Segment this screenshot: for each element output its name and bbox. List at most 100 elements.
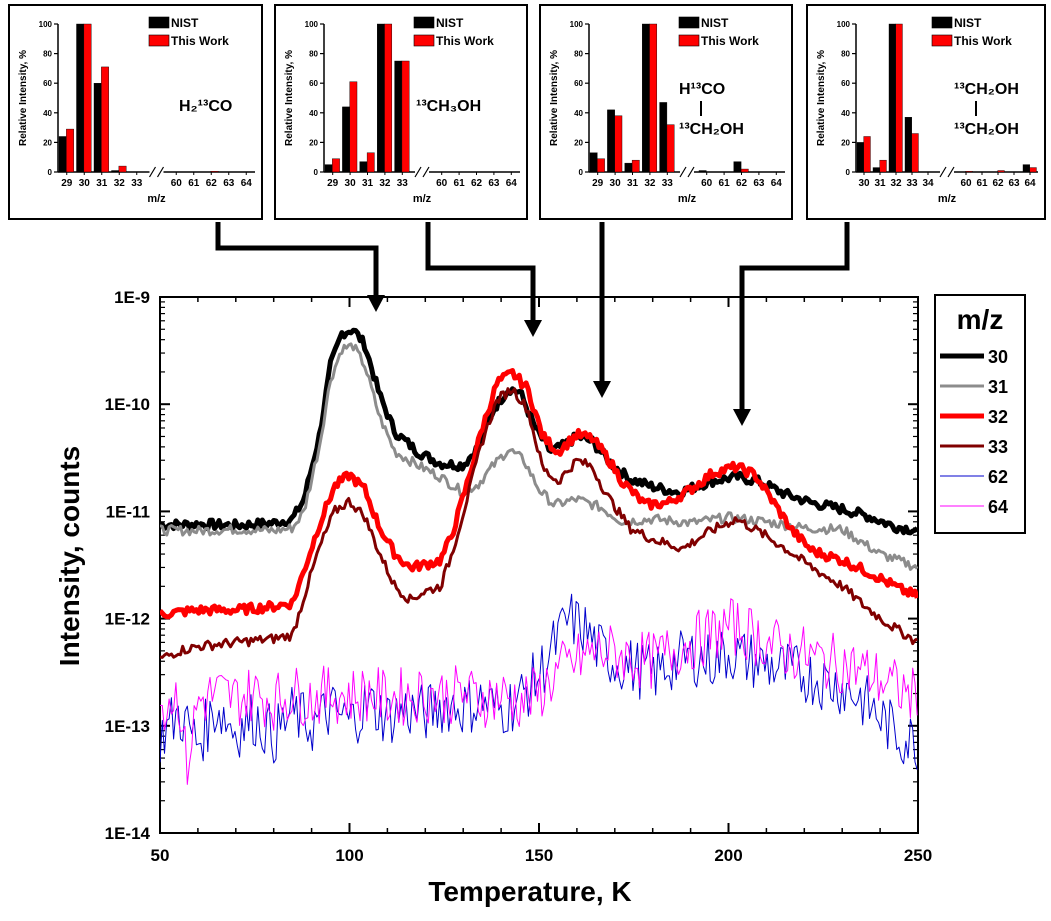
- inset-x-tick-label: 60: [960, 178, 972, 189]
- inset-bar-this-work: [210, 171, 219, 173]
- series-line-mz-62: [160, 593, 918, 770]
- inset-y-tick-label: 0: [579, 168, 584, 177]
- main-legend: m/z 30 31 32 33 62 64: [934, 294, 1026, 534]
- connector-arrow-1: [215, 222, 379, 297]
- inset-bar-nist: [589, 152, 598, 173]
- axis-break-mark: [156, 166, 165, 178]
- legend-label-mz-30: 30: [988, 347, 1008, 367]
- series-line-mz-32: [160, 368, 918, 620]
- inset-y-tick-label: 80: [574, 50, 583, 59]
- inset-x-axis-label: m/z: [938, 193, 957, 205]
- connector-arrow-4: [739, 222, 850, 411]
- inset-x-tick-label: 62: [206, 178, 218, 189]
- axis-break-mark: [679, 166, 687, 178]
- inset-y-axis-label: Relative Intensity, %: [284, 50, 295, 146]
- inset-y-tick-label: 100: [837, 20, 851, 29]
- inset-y-tick-label: 20: [43, 138, 52, 147]
- inset-x-tick-label: 29: [327, 178, 339, 189]
- molecule-label: H¹³CO: [679, 81, 725, 98]
- connector-arrow-2: [425, 222, 536, 322]
- series-line-mz-33: [160, 387, 918, 659]
- inset-x-tick-label: 32: [890, 178, 902, 189]
- plot-frame: [159, 296, 919, 834]
- inset-bar-nist: [659, 102, 668, 173]
- inset-bar-this-work: [332, 158, 340, 173]
- inset-x-tick-label: 33: [397, 178, 409, 189]
- inset-legend-swatch-this-work: [931, 34, 953, 47]
- inset-x-tick-label: 34: [922, 178, 934, 189]
- inset-x-tick-label: 29: [592, 178, 604, 189]
- inset-x-tick-label: 30: [79, 178, 91, 189]
- inset-bar-this-work: [666, 124, 675, 173]
- inset-glycolaldehyde-spectrum: 0 20 40 60 80 100 29 30 31 32 33 60 61 62 63 64 m/z Relat…: [539, 4, 793, 220]
- inset-x-tick-label: 61: [976, 178, 988, 189]
- inset-y-tick-label: 40: [309, 109, 318, 118]
- axis-break-mark: [414, 166, 422, 178]
- inset-y-tick-label: 0: [846, 168, 851, 177]
- inset-x-tick-label: 62: [736, 178, 748, 189]
- inset-legend-label: NIST: [701, 16, 729, 30]
- inset-legend-swatch-nist: [931, 16, 953, 29]
- y-axis-label: Intensity, counts: [54, 445, 85, 667]
- inset-x-axis-label: m/z: [413, 193, 432, 205]
- inset-legend-label: This Work: [436, 34, 494, 48]
- inset-bar-nist: [324, 164, 333, 173]
- inset-bar-this-work: [66, 128, 74, 173]
- legend-title: m/z: [956, 304, 1004, 335]
- y-tick-label: 1E-9: [114, 288, 150, 307]
- inset-y-tick-label: 20: [574, 138, 583, 147]
- inset-legend-label: This Work: [954, 34, 1012, 48]
- inset-x-tick-label: 31: [627, 178, 639, 189]
- inset-x-tick-label: 33: [131, 178, 143, 189]
- inset-x-tick-label: 30: [858, 178, 870, 189]
- inset-x-tick-label: 29: [61, 178, 73, 189]
- y-tick-label: 1E-14: [105, 824, 151, 843]
- inset-bar-this-work: [631, 159, 640, 173]
- inset-bar-this-work: [879, 159, 887, 173]
- inset-x-tick-label: 60: [171, 178, 183, 189]
- inset-y-tick-label: 60: [574, 79, 583, 88]
- inset-x-tick-label: 64: [241, 178, 253, 189]
- series-line-mz-64: [160, 598, 918, 785]
- legend-label-mz-62: 62: [988, 467, 1008, 487]
- arrow-head-1: [367, 295, 385, 312]
- inset-x-tick-label: 64: [506, 178, 518, 189]
- inset-y-tick-label: 20: [841, 138, 850, 147]
- inset-x-tick-label: 63: [753, 178, 765, 189]
- x-tick-label: 150: [525, 846, 553, 865]
- inset-y-tick-label: 40: [574, 109, 583, 118]
- inset-bar-nist: [93, 82, 102, 173]
- x-tick-label: 250: [904, 846, 932, 865]
- inset-x-tick-label: 33: [662, 178, 674, 189]
- molecule-label: H₂¹³CO: [179, 98, 232, 115]
- x-tick-label: 100: [335, 846, 363, 865]
- inset-x-tick-label: 30: [345, 178, 357, 189]
- inset-h2co-spectrum: 0 20 40 60 80 100 29 30 31 32 33 60 61 62 63 64 m/z Relat…: [8, 4, 263, 220]
- inset-x-axis-label: m/z: [678, 193, 697, 205]
- inset-bar-this-work: [965, 171, 973, 173]
- inset-y-tick-label: 60: [841, 79, 850, 88]
- x-tick-label: 50: [151, 846, 170, 865]
- legend-label-mz-33: 33: [988, 437, 1008, 457]
- inset-y-axis-label: Relative Intensity, %: [549, 50, 560, 146]
- inset-x-tick-label: 60: [701, 178, 713, 189]
- inset-x-tick-label: 32: [114, 178, 126, 189]
- inset-ethylene-glycol-spectrum: 0 20 40 60 80 100 30 31 32 33 34 60 61 62 63 64 m/z Relat…: [806, 4, 1046, 220]
- inset-bar-nist: [58, 136, 67, 173]
- inset-bar-this-work: [1029, 167, 1037, 173]
- molecule-label: ¹³CH₂OH: [954, 121, 1019, 138]
- inset-y-tick-label: 80: [309, 50, 318, 59]
- inset-y-tick-label: 40: [841, 109, 850, 118]
- inset-x-tick-label: 62: [992, 178, 1004, 189]
- inset-x-tick-label: 61: [188, 178, 200, 189]
- inset-bar-this-work: [895, 23, 903, 173]
- axis-break-mark: [687, 166, 695, 178]
- inset-x-tick-label: 33: [906, 178, 918, 189]
- inset-bar-nist: [624, 162, 633, 173]
- inset-y-tick-label: 100: [39, 20, 53, 29]
- y-tick-label: 1E-11: [106, 502, 150, 521]
- arrow-head-4: [733, 409, 751, 426]
- inset-bar-this-work: [384, 23, 393, 173]
- inset-x-tick-label: 63: [223, 178, 235, 189]
